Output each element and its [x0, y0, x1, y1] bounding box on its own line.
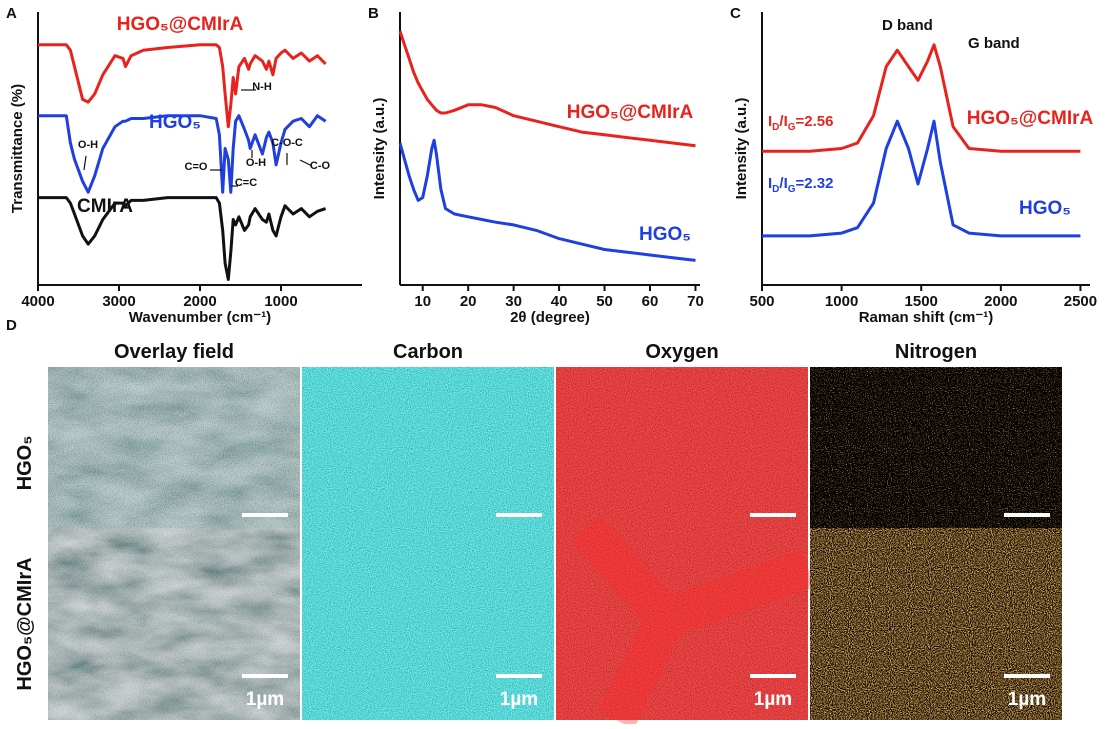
scale-bar-label: 1µm [754, 689, 792, 710]
figure: A4000300020001000Wavenumber (cm⁻¹)Transm… [0, 0, 1106, 724]
x-tick-label: 1000 [825, 293, 858, 310]
row-label: HGO₅ [14, 436, 36, 491]
annotation: O-H [78, 139, 98, 151]
x-tick-label: 2500 [1064, 293, 1097, 310]
x-tick-label: 2000 [984, 293, 1017, 310]
annotation-arrow [84, 156, 86, 170]
panel-label: B [368, 5, 379, 22]
y-axis-label: Intensity (a.u.) [371, 98, 388, 200]
series-label: HGO₅ [1019, 198, 1071, 219]
annotation: C-O-C [271, 137, 303, 149]
annotation: C-O [310, 160, 331, 172]
series-label: HGO₅ [639, 224, 691, 245]
x-tick-label: 4000 [21, 293, 54, 310]
ratio-label: ID/IG=2.32 [768, 175, 834, 195]
column-header: Oxygen [645, 341, 718, 363]
series-label: HGO₅@CMIrA [567, 102, 694, 123]
annotation: N-H [252, 81, 272, 93]
scale-bar-label: 1µm [500, 689, 538, 710]
scale-bar-label: 1µm [1008, 689, 1046, 710]
series-label: HGO₅ [149, 112, 201, 133]
x-tick-label: 30 [505, 293, 522, 310]
x-tick-label: 500 [749, 293, 774, 310]
column-header: Nitrogen [895, 341, 977, 363]
row-label: HGO₅@CMIrA [14, 557, 36, 690]
spectrum-line [400, 31, 696, 146]
series-label: HGO₅@CMIrA [967, 108, 1094, 129]
x-axis-label: Wavenumber (cm⁻¹) [129, 309, 271, 326]
x-tick-label: 2000 [183, 293, 216, 310]
x-tick-label: 60 [642, 293, 659, 310]
panel-label: A [6, 5, 17, 22]
spectrum-line [762, 45, 1080, 151]
y-axis-label: Transmittance (%) [9, 84, 26, 213]
scale-bar-label: 1µm [246, 689, 284, 710]
series-label: CMIrA [77, 196, 133, 217]
x-tick-label: 3000 [102, 293, 135, 310]
panel-label: D [6, 317, 17, 334]
annotation: C=C [235, 177, 257, 189]
text-part: /I [779, 113, 787, 130]
y-axis-label: Intensity (a.u.) [733, 98, 750, 200]
x-tick-label: 20 [460, 293, 477, 310]
series-label: HGO₅@CMIrA [117, 14, 244, 35]
annotation: G band [968, 35, 1020, 52]
x-tick-label: 70 [687, 293, 704, 310]
subscript: D [772, 122, 779, 133]
text-part: =2.32 [796, 175, 834, 192]
annotation: O-H [246, 157, 266, 169]
x-tick-label: 40 [551, 293, 568, 310]
x-tick-label: 1500 [905, 293, 938, 310]
subscript: D [772, 184, 779, 195]
ratio-label: ID/IG=2.56 [768, 113, 834, 133]
x-axis-label: 2θ (degree) [510, 309, 590, 326]
x-tick-label: 1000 [264, 293, 297, 310]
column-header: Overlay field [114, 341, 234, 363]
x-axis-label: Raman shift (cm⁻¹) [859, 309, 994, 326]
x-tick-label: 50 [596, 293, 613, 310]
annotation: C=O [185, 161, 208, 173]
column-header: Carbon [393, 341, 463, 363]
annotation: D band [882, 17, 933, 34]
panel-label: C [730, 5, 741, 22]
x-tick-label: 10 [414, 293, 431, 310]
text-part: /I [779, 175, 787, 192]
text-part: =2.56 [796, 113, 834, 130]
